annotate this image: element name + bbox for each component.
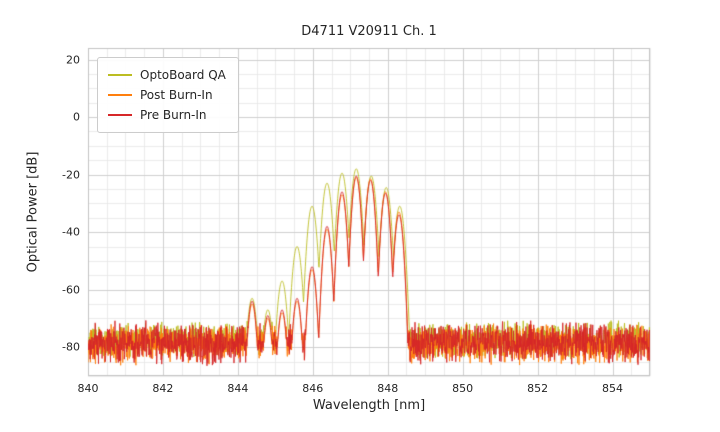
legend-item-pre-burn-in: Pre Burn-In xyxy=(108,105,226,125)
x-tick-label: 854 xyxy=(602,382,624,395)
x-tick-label: 850 xyxy=(452,382,474,395)
x-tick-label: 842 xyxy=(152,382,174,395)
x-tick-label: 846 xyxy=(302,382,324,395)
legend-item-optoboard-qa: OptoBoard QA xyxy=(108,65,226,85)
x-axis-label: Wavelength [nm] xyxy=(312,398,426,413)
legend-line-swatch xyxy=(108,74,132,76)
legend: OptoBoard QA Post Burn-In Pre Burn-In xyxy=(97,57,239,133)
legend-label: OptoBoard QA xyxy=(140,68,226,82)
x-tick-label: 844 xyxy=(227,382,249,395)
y-tick-label: -20 xyxy=(62,168,80,182)
legend-item-post-burn-in: Post Burn-In xyxy=(108,85,226,105)
y-tick-label: -80 xyxy=(62,340,80,354)
legend-line-swatch xyxy=(108,94,132,96)
x-tick-label: 848 xyxy=(377,382,399,395)
x-tick-label: 840 xyxy=(77,382,99,395)
legend-label: Pre Burn-In xyxy=(140,108,207,122)
y-tick-label: -40 xyxy=(62,225,80,239)
x-tick-label: 852 xyxy=(527,382,549,395)
y-tick-label: 20 xyxy=(66,53,80,66)
y-tick-label: 0 xyxy=(73,110,80,124)
chart-title: D4711 V20911 Ch. 1 xyxy=(301,24,437,39)
y-axis-label: Optical Power [dB] xyxy=(25,151,41,273)
legend-line-swatch xyxy=(108,114,132,116)
legend-label: Post Burn-In xyxy=(140,88,213,102)
y-tick-label: -60 xyxy=(62,283,80,297)
